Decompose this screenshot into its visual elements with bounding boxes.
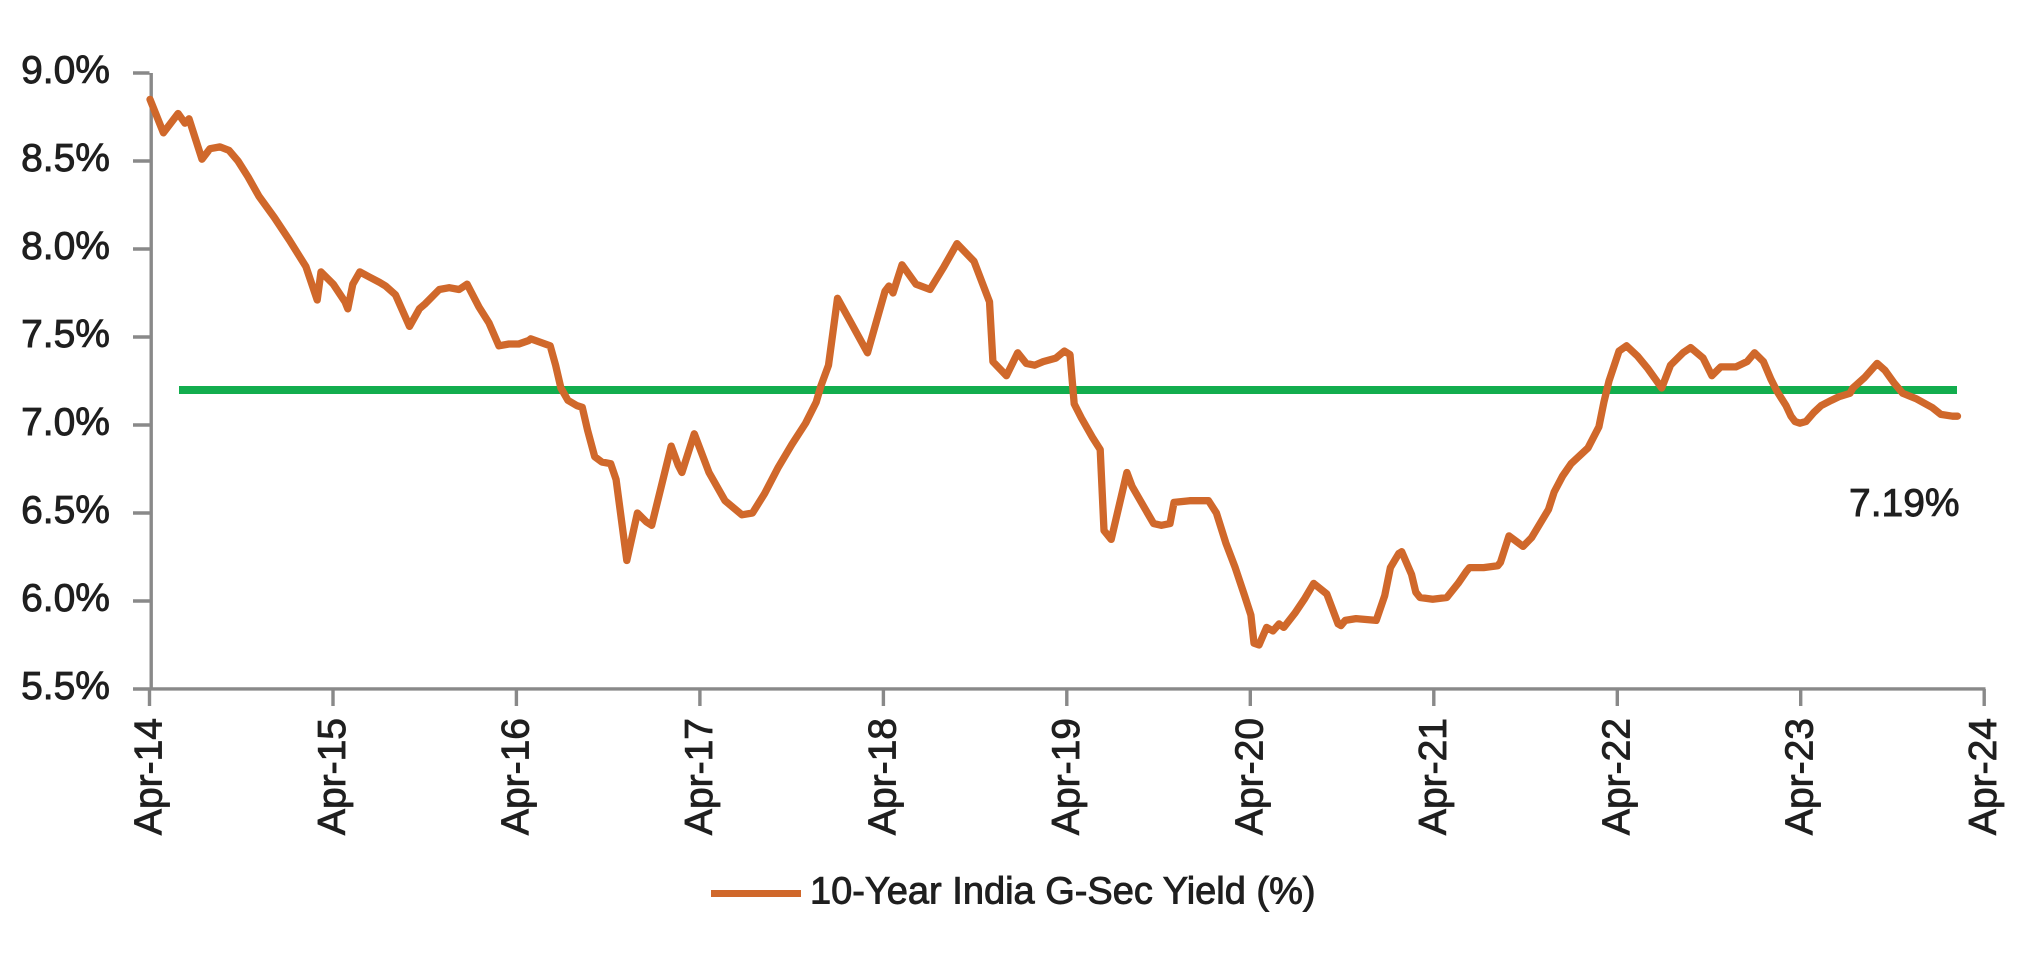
svg-text:Apr-16: Apr-16 [494, 718, 537, 835]
svg-text:Apr-23: Apr-23 [1779, 718, 1822, 835]
svg-text:Apr-19: Apr-19 [1045, 718, 1088, 835]
svg-text:7.0%: 7.0% [21, 401, 110, 444]
svg-text:6.5%: 6.5% [21, 489, 110, 532]
svg-text:Apr-18: Apr-18 [861, 718, 904, 835]
svg-text:5.5%: 5.5% [21, 665, 110, 708]
svg-text:Apr-14: Apr-14 [128, 718, 171, 835]
svg-text:7.5%: 7.5% [21, 313, 110, 356]
svg-text:Apr-17: Apr-17 [678, 718, 721, 835]
svg-text:8.0%: 8.0% [21, 225, 110, 268]
svg-text:Apr-21: Apr-21 [1412, 718, 1455, 835]
svg-text:Apr-24: Apr-24 [1962, 718, 2005, 835]
svg-text:Apr-22: Apr-22 [1595, 718, 1638, 835]
svg-text:9.0%: 9.0% [21, 49, 110, 92]
svg-text:8.5%: 8.5% [21, 137, 110, 180]
svg-text:6.0%: 6.0% [21, 577, 110, 620]
svg-text:10-Year India G-Sec Yield (%): 10-Year India G-Sec Yield (%) [810, 871, 1316, 913]
svg-text:Apr-15: Apr-15 [311, 718, 354, 835]
svg-text:7.19%: 7.19% [1849, 482, 1960, 525]
svg-text:Apr-20: Apr-20 [1228, 718, 1271, 835]
